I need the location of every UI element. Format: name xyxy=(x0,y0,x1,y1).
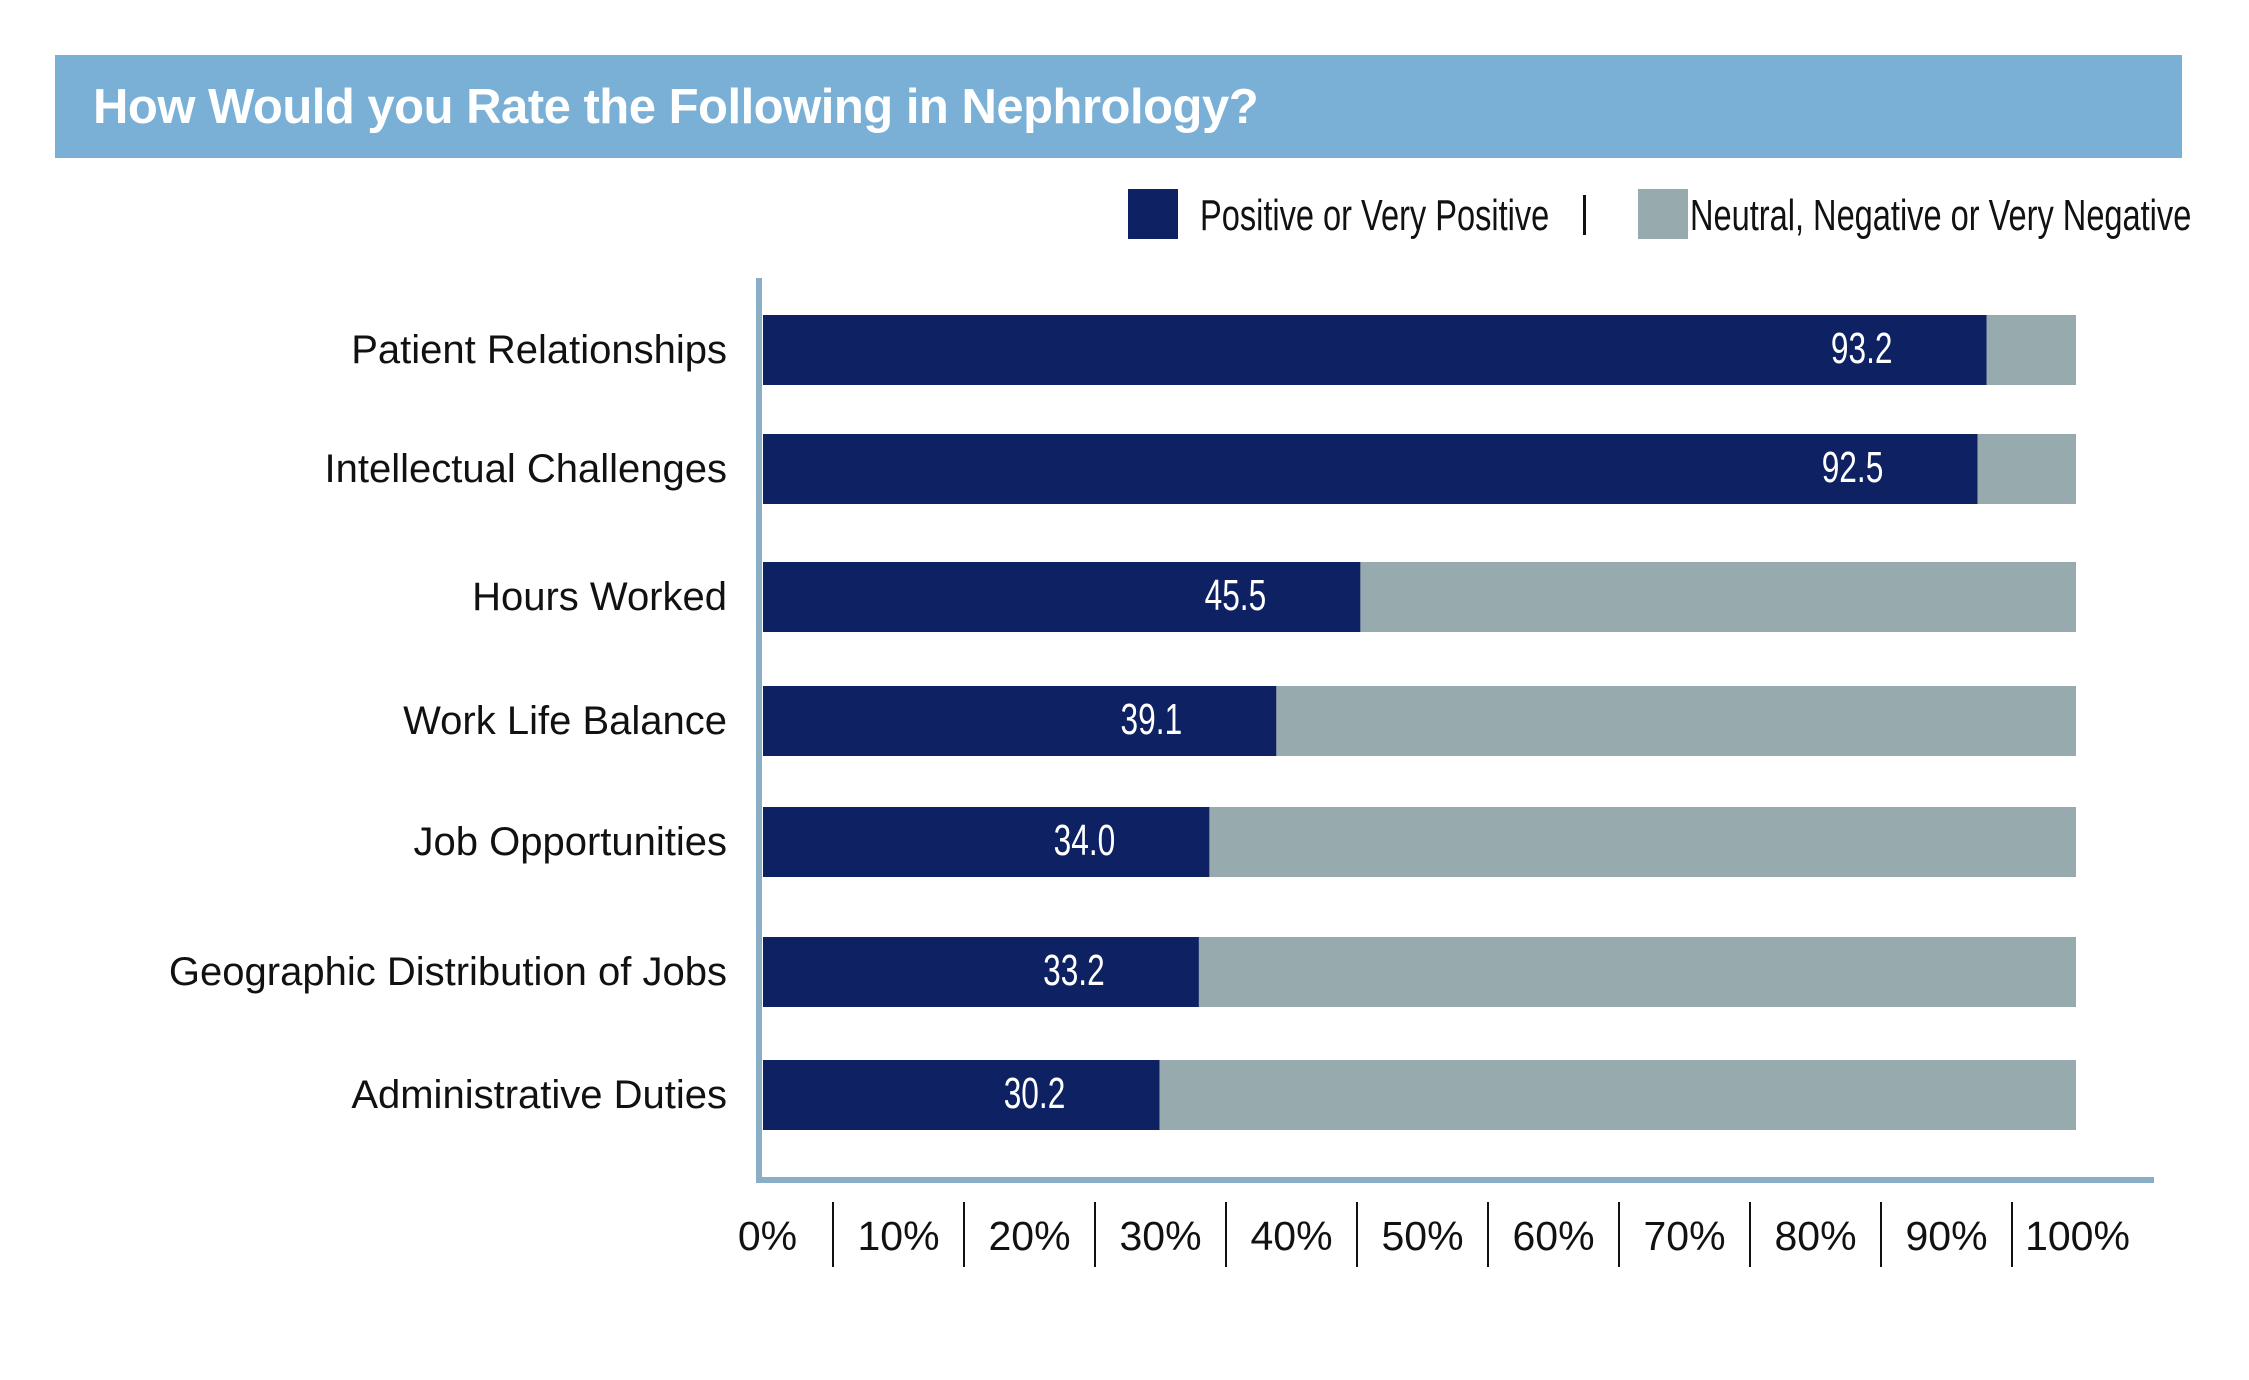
x-tick-label: 60% xyxy=(1512,1213,1594,1259)
category-label: Hours Worked xyxy=(472,575,727,619)
x-tick-label: 50% xyxy=(1381,1213,1463,1259)
x-tick-label: 0% xyxy=(738,1213,797,1259)
data-label: 92.5 xyxy=(1822,443,1884,492)
bar-segment-negative xyxy=(1159,1060,2076,1130)
bar-segment-positive xyxy=(763,807,1210,877)
x-tick-separator xyxy=(1618,1202,1620,1267)
x-tick-separator xyxy=(1749,1202,1751,1267)
bar-segment-positive xyxy=(763,937,1199,1007)
category-label: Work Life Balance xyxy=(403,699,727,743)
bar-segment-negative xyxy=(1360,562,2076,632)
chart-title: How Would you Rate the Following in Neph… xyxy=(93,80,1259,134)
legend-separator xyxy=(1583,195,1586,235)
category-label: Patient Relationships xyxy=(351,328,727,372)
category-labels: Patient Relationships Intellectual Challe… xyxy=(169,328,727,1117)
x-tick-separator xyxy=(1094,1202,1096,1267)
x-tick-separator xyxy=(1356,1202,1358,1267)
x-tick-label: 30% xyxy=(1119,1213,1201,1259)
data-label: 39.1 xyxy=(1121,695,1183,744)
x-tick-separator xyxy=(963,1202,965,1267)
bar-segment-negative xyxy=(1977,434,2076,504)
x-tick-label: 70% xyxy=(1643,1213,1725,1259)
x-tick-separator xyxy=(1880,1202,1882,1267)
x-tick-label: 100% xyxy=(2025,1213,2130,1259)
bars-group: 93.2 92.5 45.5 39.1 34.0 33.2 30.2 xyxy=(763,315,2076,1130)
bar-segment-negative xyxy=(1986,315,2076,385)
category-label: Job Opportunities xyxy=(413,820,727,864)
bar-segment-positive xyxy=(763,562,1361,632)
x-tick-label: 90% xyxy=(1905,1213,1987,1259)
x-tick-separator xyxy=(1225,1202,1227,1267)
bar-segment-negative xyxy=(1209,807,2076,877)
x-axis-line xyxy=(756,1177,2154,1183)
data-label: 34.0 xyxy=(1054,816,1116,865)
y-axis-line xyxy=(756,278,762,1183)
legend-label-negative: Neutral, Negative or Very Negative xyxy=(1690,191,2192,240)
legend-swatch-positive xyxy=(1128,189,1178,239)
data-label: 93.2 xyxy=(1831,324,1893,373)
data-label: 45.5 xyxy=(1205,571,1267,620)
x-tick-label: 80% xyxy=(1774,1213,1856,1259)
chart-title-bar: How Would you Rate the Following in Neph… xyxy=(55,55,2182,158)
x-tick-label: 40% xyxy=(1250,1213,1332,1259)
category-label: Administrative Duties xyxy=(351,1073,727,1117)
category-label: Intellectual Challenges xyxy=(325,447,727,491)
bar-segment-positive xyxy=(763,1060,1160,1130)
legend-label-positive: Positive or Very Positive xyxy=(1200,191,1550,240)
x-tick-labels: 0% 10% 20% 30% 40% 50% 60% 70% 80% 90% 100% xyxy=(738,1202,2130,1267)
data-label: 33.2 xyxy=(1043,946,1105,995)
bar-segment-positive xyxy=(763,686,1277,756)
legend-swatch-negative xyxy=(1638,189,1688,239)
x-tick-separator xyxy=(2011,1202,2013,1267)
x-tick-separator xyxy=(1487,1202,1489,1267)
x-tick-separator xyxy=(832,1202,834,1267)
x-tick-label: 20% xyxy=(988,1213,1070,1259)
bar-segment-negative xyxy=(1198,937,2076,1007)
data-label: 30.2 xyxy=(1004,1069,1066,1118)
x-tick-label: 10% xyxy=(857,1213,939,1259)
bar-segment-positive xyxy=(763,315,1987,385)
category-label: Geographic Distribution of Jobs xyxy=(169,950,727,994)
axes xyxy=(756,278,2154,1183)
bar-segment-negative xyxy=(1276,686,2076,756)
bar-segment-positive xyxy=(763,434,1978,504)
